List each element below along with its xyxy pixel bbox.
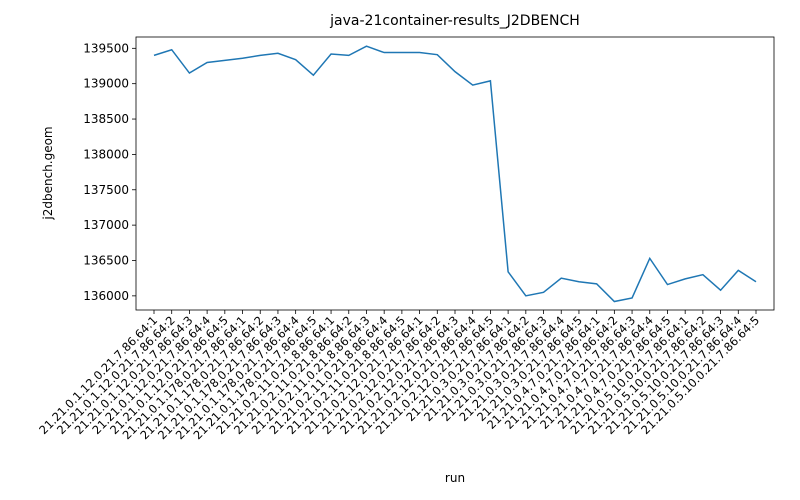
y-tick-label: 138000 — [83, 147, 129, 161]
x-axis-ticks: 21.21.0.1.12.0.21.7.86.64:121.21.0.1.12.… — [36, 310, 762, 442]
y-tick-label: 138500 — [83, 112, 129, 126]
x-axis-label: run — [445, 471, 465, 485]
chart-title: java-21container-results_J2DBENCH — [329, 13, 580, 29]
y-tick-label: 137500 — [83, 183, 129, 197]
y-tick-label: 137000 — [83, 218, 129, 232]
plot-frame — [135, 36, 775, 311]
y-tick-label: 136000 — [83, 289, 129, 303]
y-tick-label: 136500 — [83, 253, 129, 267]
y-tick-label: 139500 — [83, 41, 129, 55]
y-axis-ticks: 136000 136500 137000 137500 138000 138500 1390… — [83, 41, 136, 303]
plot-area: 136000 136500 137000 137500 138000 138500 1390… — [36, 36, 775, 442]
y-tick-label: 139000 — [83, 77, 129, 91]
series-line — [153, 45, 757, 303]
y-axis-label: j2dbench.geom — [41, 126, 55, 220]
